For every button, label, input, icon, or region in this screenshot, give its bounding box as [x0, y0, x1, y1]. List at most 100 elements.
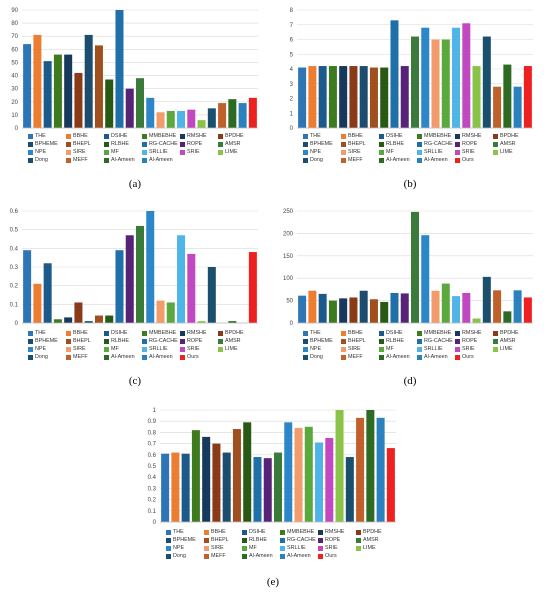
legend-item: Al-Ameen	[379, 156, 417, 164]
legend-label: Ours	[187, 354, 199, 360]
legend-label: Al-Ameen	[249, 553, 273, 559]
legend-swatch	[180, 330, 185, 336]
y-tick-label: 2	[290, 97, 294, 103]
legend-swatch	[455, 338, 460, 344]
legend-label: AMSR	[500, 141, 516, 147]
legend-swatch	[142, 346, 147, 352]
bar-the	[298, 295, 307, 323]
bar-bpheme	[222, 452, 231, 522]
bar-al-ameen2	[513, 290, 522, 323]
legend-label: SIRE	[348, 346, 361, 352]
legend-swatch	[303, 157, 308, 163]
legend-item: Al-Ameen	[104, 156, 142, 164]
legend-swatch	[166, 537, 171, 543]
legend-item: MF	[242, 544, 280, 552]
bar-bbhe	[171, 452, 180, 522]
bar-mf	[441, 39, 450, 128]
panel-label-e: (e)	[266, 576, 280, 588]
legend-label: Dong	[310, 354, 323, 360]
legend-swatch	[303, 149, 308, 155]
legend-swatch	[218, 133, 223, 139]
bar-mmbebhe	[53, 54, 62, 128]
y-tick-label: 0.5	[148, 464, 157, 470]
bar-ours	[523, 66, 532, 128]
y-tick-label: 0.1	[148, 509, 157, 515]
legend-label: Al-Ameen	[149, 157, 173, 163]
bar-chart-d: 0 50 100 150 200 250	[283, 209, 533, 327]
bar-mmbebhe	[328, 66, 337, 128]
legend-item: RLBHE	[379, 337, 417, 345]
bar-the	[23, 44, 32, 129]
legend-label: BPHEME	[35, 141, 58, 147]
legend-swatch	[66, 157, 71, 163]
legend-item: Ours	[455, 156, 493, 164]
legend-swatch	[218, 338, 223, 344]
bar-al-ameen2	[376, 417, 385, 522]
legend-item: RMSHE	[180, 132, 218, 140]
legend-label: BPHEME	[310, 338, 333, 344]
bar-rlbhe	[243, 422, 252, 522]
bar-rlbhe	[105, 315, 114, 323]
legend-item: MEFF	[66, 353, 104, 361]
bar-bpdhe	[212, 443, 221, 522]
legend-swatch	[318, 529, 323, 535]
y-tick-label: 0.6	[10, 209, 19, 215]
legend-swatch	[318, 537, 323, 543]
bar-al-ameen	[503, 64, 512, 128]
legend-swatch	[204, 545, 209, 551]
legend-item: BBHE	[341, 329, 379, 337]
bar-srie	[325, 438, 334, 522]
y-tick-label: 200	[283, 231, 294, 237]
bar-meff	[493, 290, 502, 323]
legend-label: Al-Ameen	[424, 354, 448, 360]
legend-swatch	[142, 149, 147, 155]
bar-rlbhe	[105, 79, 114, 128]
legend-item: ROPE	[180, 140, 218, 148]
legend-swatch	[142, 330, 147, 336]
legend-label: LIME	[363, 545, 376, 551]
bar-the	[161, 453, 170, 522]
bar-al-ameen2	[513, 86, 522, 128]
legend-label: BPDHE	[500, 330, 519, 336]
legend-label: DSIHE	[111, 133, 128, 139]
legend-label: SRLLIE	[149, 149, 168, 155]
bar-bpheme	[84, 321, 93, 323]
legend-swatch	[66, 338, 71, 344]
legend-item: SRIE	[318, 544, 356, 552]
legend-label: THE	[173, 529, 184, 535]
legend-label: MEFF	[348, 157, 363, 163]
bar-npe	[421, 235, 430, 323]
y-tick-label: 10	[11, 113, 18, 119]
legend-item: RG-CACHE	[142, 337, 180, 345]
legend-item: MMBEBHE	[417, 329, 455, 337]
y-tick-label: 0	[15, 126, 19, 132]
legend-label: AMSR	[225, 338, 241, 344]
legend-swatch	[142, 141, 147, 147]
legend-swatch	[356, 529, 361, 535]
chart-panel-c: 0 0.1 0.2 0.3 0.4 0.5 0.6 THE BBHE DSIHE MMBEBHE RM…	[0, 197, 275, 392]
legend-swatch	[493, 338, 498, 344]
legend-label: BHEPL	[211, 537, 229, 543]
legend-swatch	[455, 354, 460, 360]
legend-swatch	[204, 537, 209, 543]
bar-dong	[482, 276, 491, 323]
legend-item: BHEPL	[341, 140, 379, 148]
legend-swatch	[66, 133, 71, 139]
legend-swatch	[341, 133, 346, 139]
bar-dsihe	[181, 453, 190, 522]
legend-label: BBHE	[348, 330, 363, 336]
legend-item: MMBEBHE	[142, 132, 180, 140]
bar-bbhe	[308, 290, 317, 323]
legend-item: MMBEBHE	[142, 329, 180, 337]
bar-bhepl	[369, 67, 378, 128]
legend-item: RLBHE	[104, 140, 142, 148]
bar-dsihe	[43, 263, 52, 323]
legend-item: RG-CACHE	[142, 140, 180, 148]
bar-al-ameen	[228, 99, 237, 128]
legend-swatch	[356, 537, 361, 543]
legend-label: BBHE	[73, 330, 88, 336]
legend-swatch	[280, 537, 285, 543]
legend-label: NPE	[310, 346, 322, 352]
legend-label: ROPE	[462, 141, 478, 147]
legend-swatch	[303, 141, 308, 147]
